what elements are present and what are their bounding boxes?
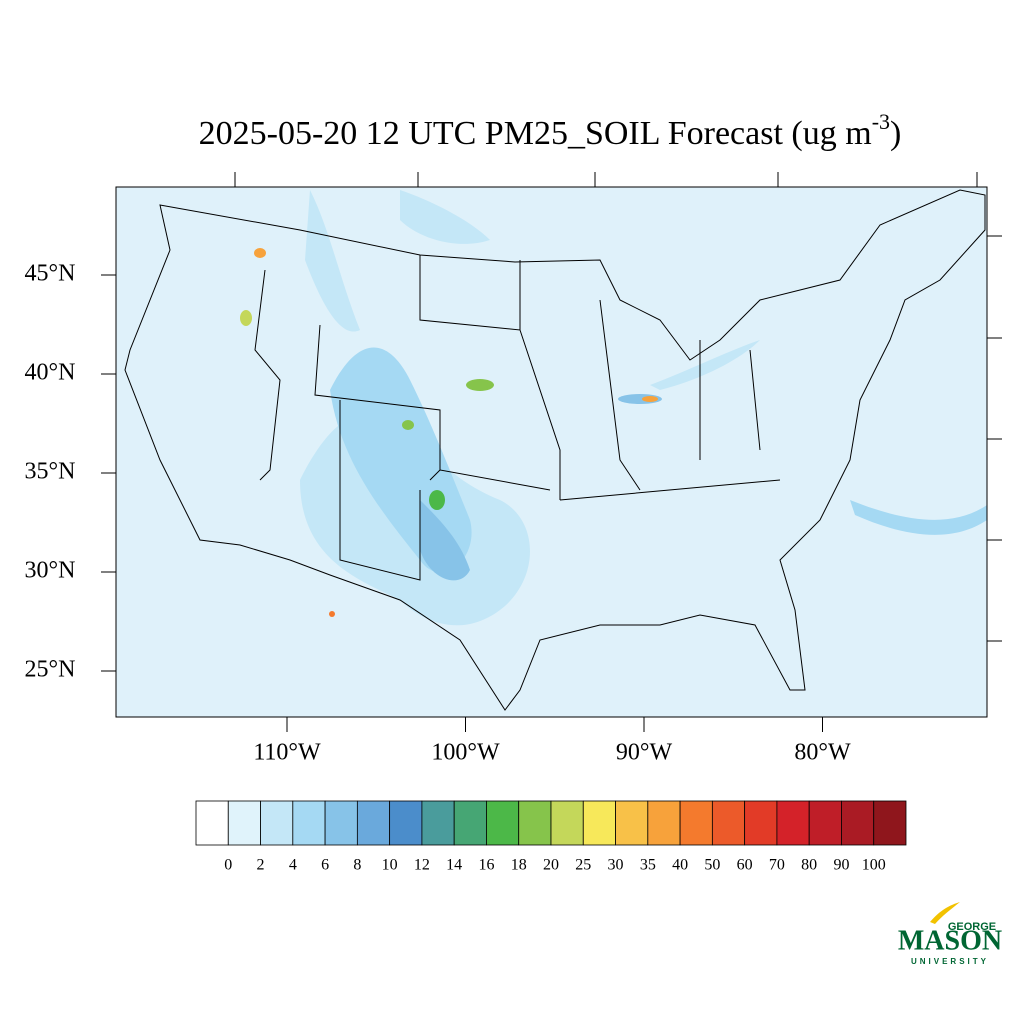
colorbar-box <box>518 800 552 846</box>
logo-top: GEORGE <box>948 921 996 933</box>
top-ticks <box>234 172 1002 642</box>
lat-label: 40°N <box>25 360 76 386</box>
colorbar-box <box>679 800 713 846</box>
colorbar-box <box>711 800 746 846</box>
logo-bottom: UNIVERSITY <box>911 957 989 966</box>
colorbar-box <box>195 800 229 846</box>
title-superscript: -3 <box>872 109 890 134</box>
lon-label: 110°W <box>253 740 321 766</box>
logo-main: MASON <box>898 925 1002 956</box>
map-background <box>116 187 987 717</box>
colorbar-box <box>227 800 261 846</box>
colorbar-box <box>389 800 423 846</box>
colorbar-label: 80 <box>801 857 817 874</box>
colorbar-label: 12 <box>414 857 430 874</box>
borders <box>124 189 986 711</box>
logo: GEORGE MASON UNIVERSITY <box>898 902 1002 966</box>
colorbar-label: 60 <box>737 857 753 874</box>
colorbar-label: 0 <box>224 857 232 874</box>
lat-label: 45°N <box>25 261 76 287</box>
colorbar-box <box>841 800 875 846</box>
colorbar-box <box>744 800 778 846</box>
colorbar-label: 8 <box>353 857 361 874</box>
colorbar-label: 30 <box>608 857 624 874</box>
colorbar-box <box>550 800 584 846</box>
colorbar-label: 40 <box>672 857 688 874</box>
colorbar-label: 6 <box>321 857 329 874</box>
colorbar-label: 2 <box>257 857 265 874</box>
title-main: 2025-05-20 12 UTC PM25_SOIL Forecast (ug… <box>199 115 872 152</box>
colorbar-box <box>873 800 907 846</box>
colorbar-box <box>776 800 810 846</box>
colorbar-label: 20 <box>543 857 559 874</box>
colorbar-box <box>421 800 455 846</box>
colorbar-box <box>647 800 681 846</box>
colorbar-label: 18 <box>511 857 527 874</box>
colorbar-label: 35 <box>640 857 656 874</box>
colorbar-box <box>260 800 294 846</box>
colorbar-label: 50 <box>704 857 720 874</box>
colorbar-label: 25 <box>575 857 591 874</box>
colorbar-label: 10 <box>382 857 398 874</box>
lon-label: 90°W <box>616 740 673 766</box>
title: 2025-05-20 12 UTC PM25_SOIL Forecast (ug… <box>199 109 902 152</box>
colorbar-box <box>582 800 616 846</box>
colorbar-label: 14 <box>446 857 462 874</box>
map-shading <box>240 190 987 626</box>
map-frame <box>115 186 988 718</box>
colorbar-label: 16 <box>478 857 494 874</box>
title-end: ) <box>890 115 901 152</box>
colorbar-box <box>356 800 391 846</box>
colorbar-label: 100 <box>862 857 886 874</box>
colorbar-label: 4 <box>289 857 297 874</box>
colorbar-label: 90 <box>833 857 849 874</box>
lon-label: 100°W <box>431 740 500 766</box>
colorbar-box <box>615 800 649 846</box>
colorbar-box <box>453 800 487 846</box>
colorbar-label: 70 <box>769 857 785 874</box>
colorbar-box <box>324 800 358 846</box>
lat-label: 25°N <box>25 657 76 683</box>
colorbar-box <box>292 800 326 846</box>
colorbar-box <box>486 800 520 846</box>
lat-label: 30°N <box>25 558 76 584</box>
lat-label: 35°N <box>25 459 76 485</box>
lon-label: 80°W <box>794 740 851 766</box>
colorbar-box <box>808 800 842 846</box>
